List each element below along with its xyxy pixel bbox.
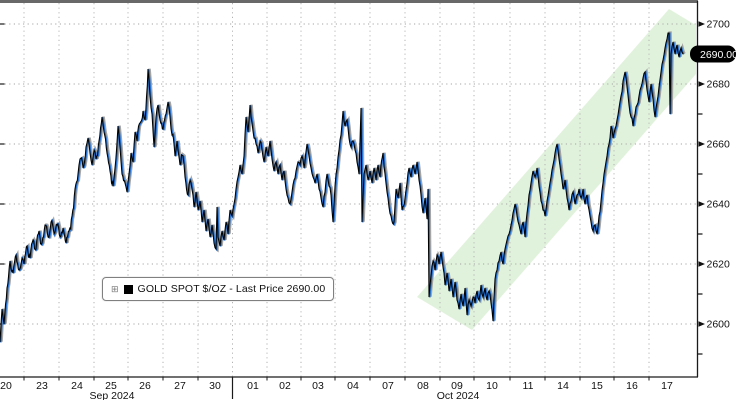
window-top-strip: [0, 0, 698, 3]
x-axis-labels: 20 23 24 25 26 27 30 01 02 03 04 07 08 09 10 11 14 15 16 17…: [0, 377, 673, 400]
svg-text:03: 03: [312, 380, 324, 392]
svg-text:11: 11: [523, 380, 534, 392]
svg-text:08: 08: [417, 380, 429, 392]
horizontal-gridlines: [0, 23, 696, 325]
svg-text:30: 30: [209, 380, 221, 392]
price-line-highlight: [0, 32, 685, 343]
axis-frame: [0, 1, 699, 378]
series-color-swatch: [123, 284, 133, 294]
svg-text:26: 26: [139, 380, 151, 392]
legend-label: GOLD SPOT $/OZ - Last Price 2690.00: [137, 283, 326, 295]
y-axis-labels: 2700 2680 2660 2640 2620 2600: [697, 19, 731, 355]
legend-expander-icon[interactable]: ⊞: [111, 283, 119, 294]
svg-text:01: 01: [247, 380, 259, 392]
svg-text:2640: 2640: [707, 199, 731, 211]
svg-text:16: 16: [626, 380, 638, 392]
svg-text:Sep 2024: Sep 2024: [90, 390, 135, 400]
trend-channel-band: [417, 9, 696, 330]
svg-text:2660: 2660: [707, 139, 731, 151]
price-line: [0, 32, 684, 343]
svg-text:2690.00: 2690.00: [700, 49, 736, 61]
svg-text:07: 07: [382, 380, 394, 392]
svg-text:24: 24: [71, 380, 83, 392]
svg-text:20: 20: [0, 380, 12, 392]
svg-text:2620: 2620: [707, 259, 731, 271]
last-price-badge: 2690.00: [690, 45, 736, 63]
svg-text:14: 14: [557, 380, 569, 392]
svg-text:09: 09: [451, 380, 463, 392]
svg-text:Oct 2024: Oct 2024: [437, 390, 480, 400]
price-line-shadow: [0, 31, 686, 342]
svg-text:02: 02: [279, 380, 291, 392]
svg-text:23: 23: [36, 380, 48, 392]
svg-text:17: 17: [661, 380, 673, 392]
svg-text:2680: 2680: [707, 79, 731, 91]
svg-text:2700: 2700: [707, 19, 731, 31]
svg-text:2600: 2600: [707, 319, 731, 331]
svg-text:10: 10: [486, 380, 498, 392]
svg-text:27: 27: [174, 380, 186, 392]
chart-legend[interactable]: ⊞ GOLD SPOT $/OZ - Last Price 2690.00: [102, 277, 335, 301]
svg-text:04: 04: [347, 380, 359, 392]
svg-text:25: 25: [105, 380, 117, 392]
price-series: [0, 31, 686, 343]
svg-text:15: 15: [591, 380, 603, 392]
